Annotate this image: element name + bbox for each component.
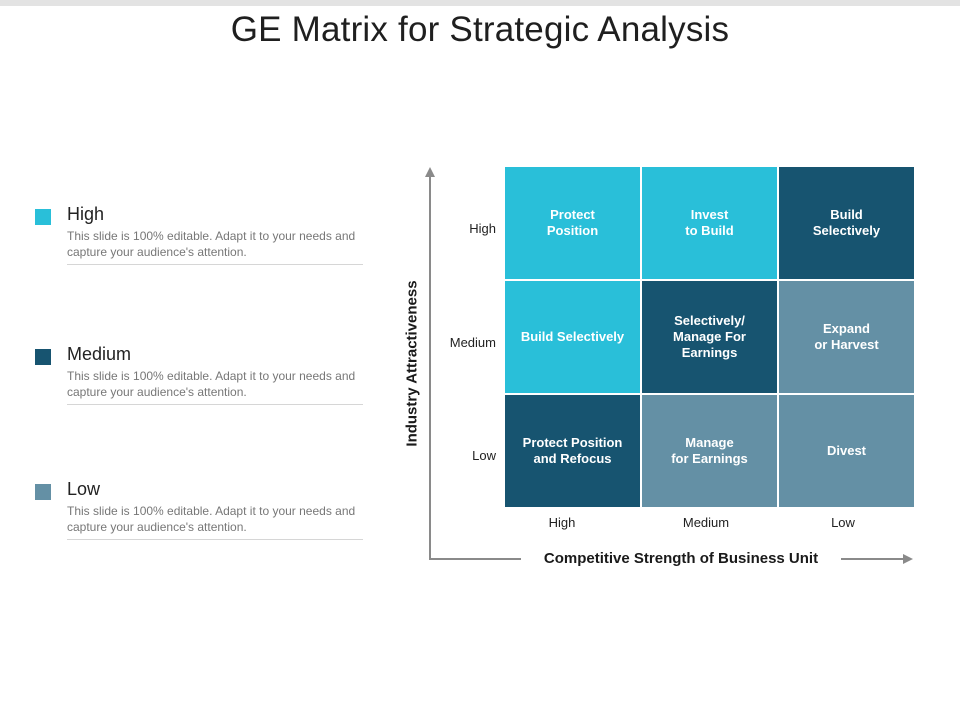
legend-label: Low <box>67 479 101 499</box>
x-tick-low: Low <box>831 515 855 530</box>
x-axis-arrow-icon <box>903 554 913 564</box>
page-title: GE Matrix for Strategic Analysis <box>230 10 730 49</box>
legend-swatch-medium <box>35 349 51 365</box>
y-tick-high: High <box>469 221 496 236</box>
legend-label: Medium <box>67 344 132 364</box>
legend-description: This slide is 100% editable. Adapt it to… <box>67 368 363 405</box>
legend-swatch-low <box>35 484 51 500</box>
y-axis-line <box>429 176 431 560</box>
legend-swatch-high <box>35 209 51 225</box>
y-tick-low: Low <box>472 448 496 463</box>
matrix-cell-medium-high: Build Selectively <box>505 281 640 393</box>
x-axis-title: Competitive Strength of Business Unit <box>543 550 819 567</box>
matrix-cell-low-high: Protect Position and Refocus <box>505 395 640 507</box>
y-tick-medium: Medium <box>449 335 496 350</box>
matrix-cell-medium-low: Expand or Harvest <box>779 281 914 393</box>
legend-label: High <box>67 204 105 224</box>
matrix-cell-low-low: Divest <box>779 395 914 507</box>
top-border <box>0 0 960 6</box>
matrix-cell-high-low: Build Selectively <box>779 167 914 279</box>
matrix-cell-high-high: Protect Position <box>505 167 640 279</box>
x-axis-line-right <box>841 558 905 560</box>
legend-description: This slide is 100% editable. Adapt it to… <box>67 228 363 265</box>
x-tick-high: High <box>548 515 576 530</box>
x-tick-medium: Medium <box>682 515 730 530</box>
x-axis-line-left <box>429 558 521 560</box>
matrix-cell-low-medium: Manage for Earnings <box>642 395 777 507</box>
matrix-cell-high-medium: Invest to Build <box>642 167 777 279</box>
matrix-cell-medium-medium: Selectively/ Manage For Earnings <box>642 281 777 393</box>
legend-description: This slide is 100% editable. Adapt it to… <box>67 503 363 540</box>
y-axis-arrow-icon <box>425 167 435 177</box>
ge-matrix-grid: Protect Position Invest to Build Build S… <box>505 167 914 509</box>
